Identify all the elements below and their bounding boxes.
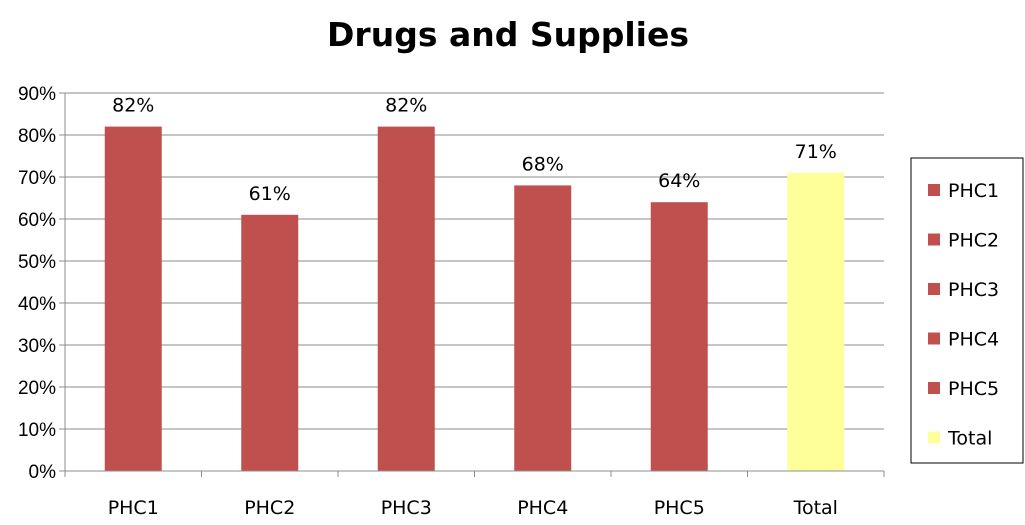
legend-label: PHC1 [948, 180, 999, 202]
y-tick-label: 20% [18, 378, 56, 399]
y-tick-label: 30% [18, 336, 56, 357]
x-tick-label: PHC3 [381, 497, 432, 519]
legend: PHC1 PHC2 PHC3 PHC4 PHC5 Total [910, 157, 1024, 464]
x-tick-label: PHC2 [244, 497, 295, 519]
y-tick-label: 70% [18, 168, 56, 189]
bar-phc3 [377, 126, 435, 471]
bar-phc4 [514, 185, 572, 471]
y-tick-label: 0% [29, 462, 57, 483]
legend-box [910, 157, 1024, 464]
bars [104, 126, 845, 472]
data-label: 82% [112, 95, 154, 117]
y-tick-label: 60% [18, 210, 56, 231]
chart-title: Drugs and Supplies [327, 15, 689, 54]
data-label: 61% [249, 183, 291, 205]
data-label: 64% [658, 170, 700, 192]
bar-phc2 [241, 214, 299, 472]
bar-phc1 [104, 126, 162, 471]
legend-swatch [928, 283, 940, 295]
y-tick-label: 50% [18, 252, 56, 273]
data-label: 71% [795, 141, 837, 163]
x-tick-label: PHC1 [108, 497, 159, 519]
x-tick-label: PHC5 [654, 497, 705, 519]
y-tick-label: 40% [18, 294, 56, 315]
legend-swatch [928, 184, 940, 196]
legend-swatch [928, 431, 940, 444]
bar-phc5 [650, 202, 708, 471]
y-tick-label: 10% [18, 420, 56, 441]
data-label: 82% [385, 95, 427, 117]
y-tick-label: 90% [18, 84, 56, 105]
legend-swatch [928, 382, 940, 394]
y-tick-label: 80% [18, 126, 56, 147]
y-axis: 0% 10% 20% 30% 40% 50% 60% 70% 80% 90% [18, 84, 66, 483]
bar-total [787, 172, 845, 472]
legend-label: PHC5 [948, 378, 999, 400]
legend-label: PHC3 [948, 279, 999, 301]
data-labels: 82% 61% 82% 68% 64% 71% [112, 95, 837, 205]
x-axis: PHC1 PHC2 PHC3 PHC4 PHC5 Total [64, 470, 885, 519]
legend-label: PHC4 [948, 329, 999, 351]
legend-swatch [928, 332, 940, 345]
x-tick-label: Total [793, 497, 838, 519]
legend-swatch [928, 233, 940, 246]
x-tick-label: PHC4 [517, 497, 568, 519]
legend-label: Total [947, 428, 992, 450]
legend-label: PHC2 [948, 230, 999, 252]
gridlines [65, 92, 884, 472]
data-label: 68% [522, 153, 564, 175]
